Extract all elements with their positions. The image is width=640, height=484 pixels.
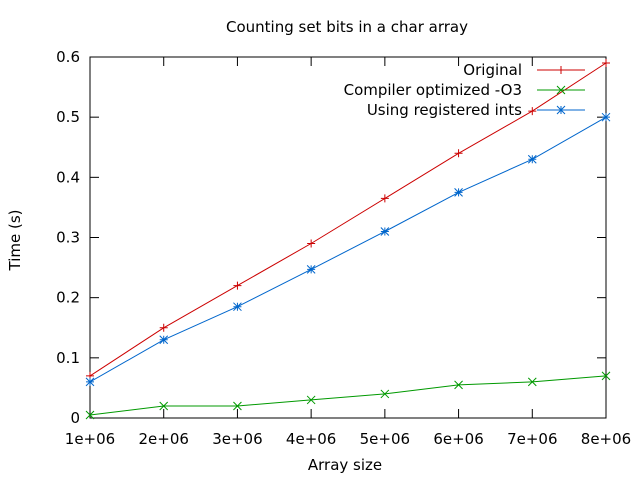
x-axis-label: Array size bbox=[308, 456, 382, 474]
legend-marker-0 bbox=[557, 66, 565, 74]
series-line-0 bbox=[89, 62, 607, 377]
y-tick-label-5: 0.5 bbox=[56, 108, 80, 126]
data-point-1-6 bbox=[527, 377, 537, 387]
data-point-1-0 bbox=[85, 410, 95, 420]
data-point-1-2 bbox=[233, 401, 242, 411]
x-tick-label-2: 3e+06 bbox=[212, 430, 262, 448]
x-tick-label-4: 5e+06 bbox=[360, 430, 410, 448]
y-tick-label-3: 0.3 bbox=[56, 229, 80, 247]
y-axis-label: Time (s) bbox=[6, 210, 24, 272]
x-tick-label-5: 6e+06 bbox=[433, 430, 483, 448]
x-tick-label-0: 1e+06 bbox=[65, 430, 115, 448]
data-point-0-6 bbox=[528, 107, 537, 116]
x-tick-label-6: 7e+06 bbox=[507, 430, 557, 448]
legend-label-1: Compiler optimized -O3 bbox=[344, 81, 522, 99]
data-point-1-4 bbox=[380, 389, 390, 399]
data-point-0-2 bbox=[233, 281, 242, 290]
series-line-1 bbox=[89, 375, 607, 416]
y-tick-label-2: 0.2 bbox=[56, 289, 80, 307]
data-point-2-0 bbox=[85, 377, 95, 387]
legend-marker-1 bbox=[556, 85, 566, 95]
data-point-1-3 bbox=[306, 395, 316, 405]
data-point-0-5 bbox=[454, 149, 463, 158]
x-tick-label-3: 4e+06 bbox=[286, 430, 336, 448]
plot-area: 0 0.1 0.2 0.3 0.4 0.5 0.6 1e+06 2e+06 3e+06 4e+06 5… bbox=[56, 48, 631, 448]
data-point-1-7 bbox=[601, 371, 611, 381]
data-point-2-5 bbox=[454, 188, 463, 197]
x-tick-label-1: 2e+06 bbox=[138, 430, 188, 448]
data-point-2-2 bbox=[233, 302, 242, 312]
legend-marker-2 bbox=[556, 105, 566, 115]
y-tick-label-6: 0.6 bbox=[56, 48, 80, 66]
data-point-1-5 bbox=[454, 380, 463, 390]
data-point-2-3 bbox=[306, 265, 316, 274]
y-tick-label-1: 0.1 bbox=[56, 349, 80, 367]
data-point-2-7 bbox=[601, 112, 611, 122]
data-point-0-4 bbox=[380, 194, 389, 203]
data-point-2-1 bbox=[159, 335, 169, 345]
data-point-1-1 bbox=[159, 401, 169, 411]
data-point-2-6 bbox=[527, 154, 537, 164]
data-point-0-7 bbox=[602, 59, 610, 68]
x-tick-label-7: 8e+06 bbox=[581, 430, 631, 448]
chart-title: Counting set bits in a char array bbox=[226, 18, 468, 36]
data-point-2-4 bbox=[380, 227, 390, 236]
legend-label-0: Original bbox=[463, 61, 522, 79]
series-line-2 bbox=[89, 116, 607, 383]
y-tick-label-4: 0.4 bbox=[56, 168, 80, 186]
y-tick-label-0: 0 bbox=[70, 409, 80, 427]
data-point-0-1 bbox=[159, 323, 168, 332]
data-point-0-3 bbox=[307, 239, 316, 248]
legend-label-2: Using registered ints bbox=[367, 101, 522, 119]
